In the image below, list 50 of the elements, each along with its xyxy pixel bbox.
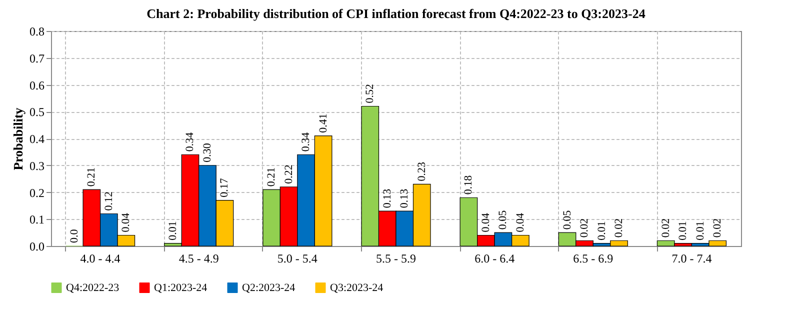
y-tick-label: 0.3	[30, 158, 44, 173]
y-tick-label: 0.4	[30, 132, 44, 146]
y-tick-label: 0.8	[30, 24, 44, 38]
data-label: 0.23	[416, 161, 428, 182]
data-label: 0.13	[381, 188, 394, 208]
legend-label: Q2:2023-24	[242, 282, 296, 294]
legend-label: Q1:2023-24	[154, 282, 208, 294]
legend-label: Q3:2023-24	[330, 282, 384, 294]
data-label: 0.22	[282, 164, 295, 184]
data-label: 0.21	[266, 167, 278, 187]
data-label: 0.04	[514, 212, 526, 232]
x-tick-label: 5.5 - 5.9	[376, 252, 416, 266]
x-tick-label: 6.5 - 6.9	[573, 252, 614, 266]
data-label: 0.34	[300, 132, 312, 152]
data-label: 0.52	[364, 84, 376, 104]
chart-title: Chart 2: Probability distribution of CPI inflation forecast from Q4:2022-23 to Q3:2023-24	[146, 6, 646, 21]
y-tick-label: 0.0	[30, 240, 44, 254]
data-label: 0.34	[184, 132, 196, 152]
y-tick-label: 0.1	[30, 212, 44, 227]
data-label: 0.04	[120, 212, 132, 232]
y-tick-label: 0.6	[30, 78, 44, 92]
data-label: 0.17	[218, 178, 231, 198]
y-tick-label: 0.2	[30, 186, 44, 200]
x-tick-label: 6.0 - 6.4	[474, 252, 515, 266]
legend-label: Q4:2022-23	[66, 282, 120, 294]
data-label: 0.12	[102, 192, 115, 211]
data-label: 0.0	[68, 228, 80, 243]
data-label: 0.02	[712, 218, 724, 238]
y-tick-label: 0.5	[30, 105, 44, 120]
y-axis-title: Probability	[10, 107, 26, 170]
data-label: 0.21	[86, 167, 98, 187]
x-tick-label: 7.0 - 7.4	[672, 252, 712, 266]
data-label: 0.01	[677, 221, 690, 240]
x-tick-label: 4.5 - 4.9	[178, 252, 219, 266]
data-label: 0.02	[613, 218, 626, 238]
data-label: 0.30	[201, 142, 214, 162]
data-label: 0.01	[694, 221, 706, 240]
data-label: 0.02	[660, 218, 672, 238]
x-tick-label: 5.0 - 5.4	[277, 252, 318, 266]
data-label: 0.41	[317, 114, 330, 133]
data-label: 0.05	[497, 210, 510, 230]
data-label: 0.13	[398, 188, 411, 208]
data-label: 0.04	[480, 212, 492, 232]
data-label: 0.01	[166, 221, 179, 240]
data-label: 0.01	[596, 221, 608, 240]
data-label: 0.18	[462, 174, 475, 195]
data-label: 0.02	[578, 218, 591, 238]
y-tick-label: 0.7	[30, 51, 44, 66]
data-label: 0.05	[561, 210, 574, 230]
x-tick-label: 4.0 - 4.4	[80, 252, 120, 266]
